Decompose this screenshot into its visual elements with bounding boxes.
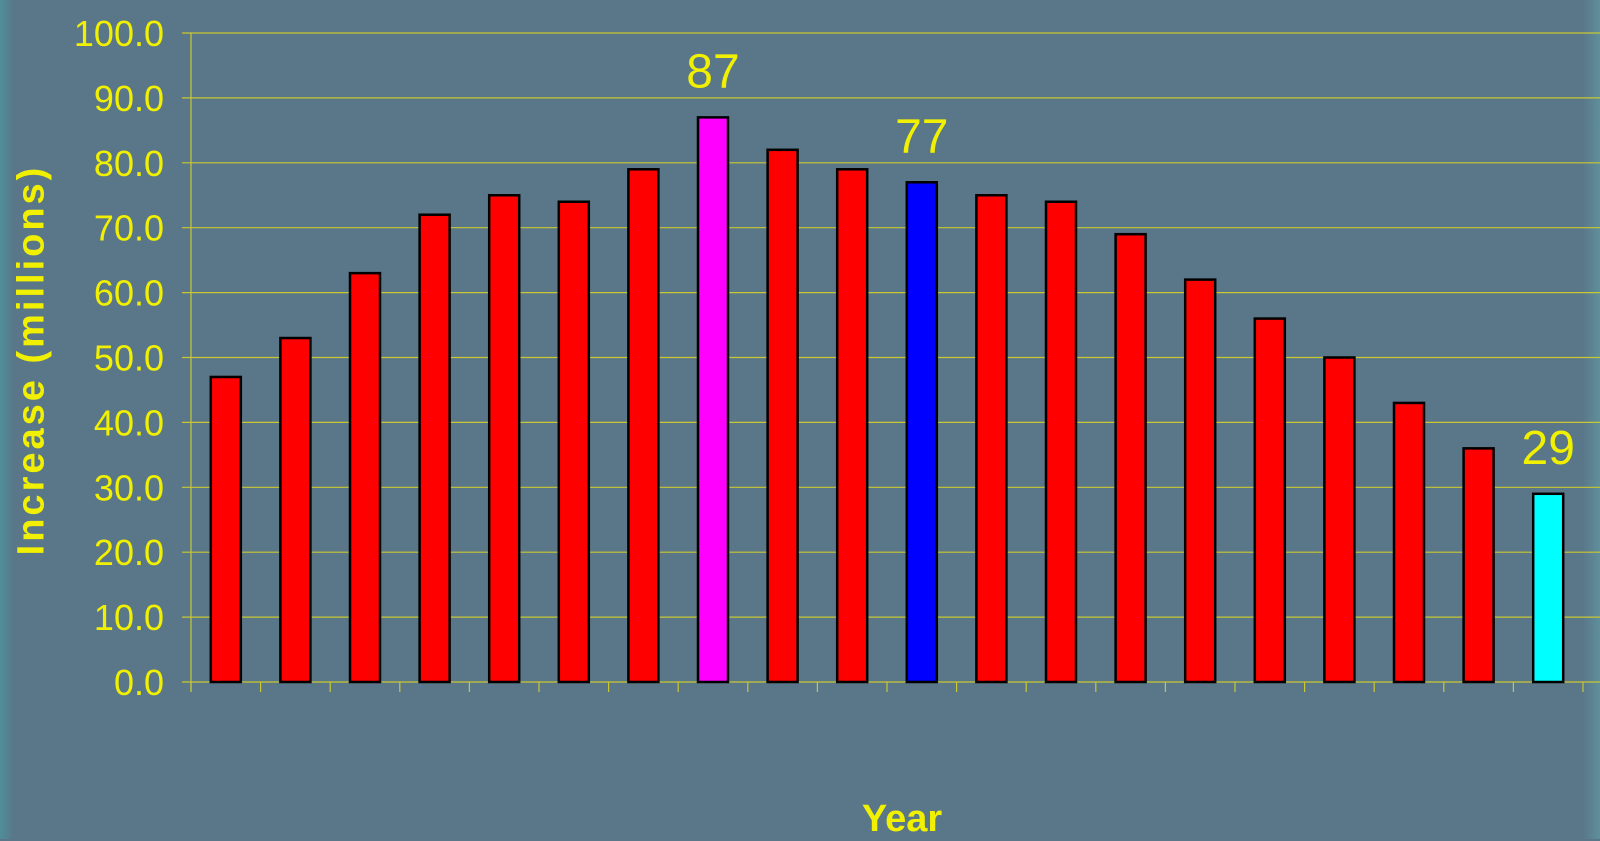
bar bbox=[1183, 278, 1217, 684]
bar bbox=[1114, 232, 1147, 684]
bar bbox=[975, 194, 1008, 684]
y-tick-label: 90.0 bbox=[94, 78, 164, 119]
y-tick-label: 0.0 bbox=[114, 662, 164, 703]
bar bbox=[1392, 401, 1426, 684]
bar bbox=[1253, 317, 1287, 684]
bar bbox=[209, 375, 243, 684]
data-label: 77 bbox=[895, 110, 948, 163]
y-axis-label: Increase (millions) bbox=[10, 164, 53, 556]
y-tick-label: 40.0 bbox=[94, 402, 164, 443]
y-tick-label: 30.0 bbox=[94, 467, 164, 508]
bar bbox=[766, 148, 799, 684]
y-tick-label: 80.0 bbox=[94, 143, 164, 184]
bar bbox=[1323, 356, 1356, 684]
y-tick-label: 10.0 bbox=[94, 597, 164, 638]
bar bbox=[418, 213, 451, 684]
right-edge-shading bbox=[1582, 0, 1600, 839]
y-tick-label: 50.0 bbox=[94, 338, 164, 379]
bar bbox=[1531, 492, 1565, 684]
bar bbox=[905, 181, 939, 684]
bar bbox=[557, 200, 591, 684]
bar bbox=[835, 168, 869, 684]
y-tick-label: 20.0 bbox=[94, 532, 164, 573]
data-label: 29 bbox=[1522, 422, 1575, 475]
bar bbox=[487, 194, 521, 684]
y-tick-label: 70.0 bbox=[94, 208, 164, 249]
left-edge-shading bbox=[0, 0, 14, 839]
y-tick-label: 100.0 bbox=[74, 13, 164, 54]
bar bbox=[696, 116, 730, 684]
bar bbox=[1462, 447, 1495, 684]
bar bbox=[1044, 200, 1078, 684]
bar bbox=[279, 336, 312, 684]
bar bbox=[627, 168, 660, 684]
bar bbox=[348, 271, 382, 684]
x-axis-label: Year bbox=[861, 798, 943, 840]
y-tick-label: 60.0 bbox=[94, 273, 164, 314]
data-label: 87 bbox=[686, 45, 739, 98]
